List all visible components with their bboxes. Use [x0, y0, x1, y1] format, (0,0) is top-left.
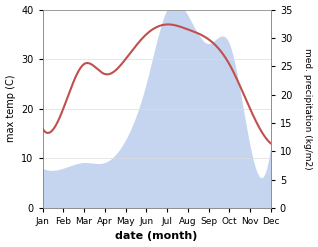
Y-axis label: med. precipitation (kg/m2): med. precipitation (kg/m2)	[303, 48, 313, 169]
X-axis label: date (month): date (month)	[115, 231, 198, 242]
Y-axis label: max temp (C): max temp (C)	[5, 75, 16, 143]
